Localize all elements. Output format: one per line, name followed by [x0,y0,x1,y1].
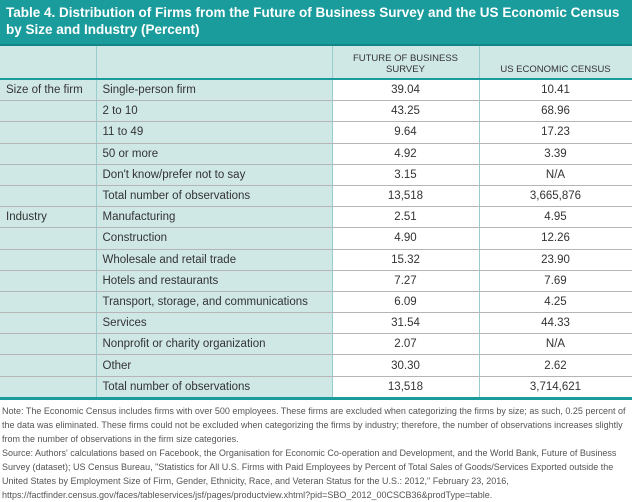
future-of-business-value: 2.07 [332,333,480,356]
table-row: Size of the firm Single-person firm 39.04 1… [0,79,632,102]
category-cell: Nonprofit or charity organization [96,333,333,356]
header-future-of-business: FUTURE OF BUSINESS SURVEY [332,46,480,80]
census-value: 68.96 [479,100,632,123]
table-row: Other 30.30 2.62 [0,354,632,377]
table-row: Total number of observations 13,518 3,665,… [0,185,632,208]
census-value: 7.69 [479,270,632,292]
table-row: Transport, storage, and communications 6.… [0,291,632,314]
future-of-business-value: 15.32 [332,249,480,271]
group-cell [0,291,97,314]
census-value: 4.95 [479,206,632,229]
category-cell: Single-person firm [96,79,333,102]
census-value: 17.23 [479,121,632,144]
group-cell [0,227,97,250]
table-row: Don't know/prefer not to say 3.15 N/A [0,164,632,186]
future-of-business-value: 13,518 [332,185,480,208]
category-cell: Wholesale and retail trade [96,249,333,271]
group-cell [0,143,97,165]
census-value: 3.39 [479,143,632,165]
category-cell: Hotels and restaurants [96,270,333,292]
header-us-economic-census: US ECONOMIC CENSUS [479,46,632,80]
census-value: 44.33 [479,312,632,335]
category-cell: Don't know/prefer not to say [96,164,333,186]
header-cell [0,46,97,80]
group-cell [0,164,97,186]
census-value: 3,665,876 [479,185,632,208]
header-cell [96,46,333,80]
category-cell: 11 to 49 [96,121,333,144]
category-cell: Manufacturing [96,206,333,229]
category-cell: Total number of observations [96,376,333,400]
group-cell: Industry [0,206,97,229]
census-value: 12.26 [479,227,632,250]
notes: Note: The Economic Census includes firms… [0,400,632,502]
future-of-business-value: 3.15 [332,164,480,186]
table-row: 50 or more 4.92 3.39 [0,143,632,165]
census-value: 2.62 [479,354,632,377]
table-row: 11 to 49 9.64 17.23 [0,121,632,144]
category-cell: 50 or more [96,143,333,165]
future-of-business-value: 4.90 [332,227,480,250]
category-cell: Services [96,312,333,335]
table-row: Nonprofit or charity organization 2.07 N/A [0,333,632,356]
census-value: 4.25 [479,291,632,314]
future-of-business-value: 30.30 [332,354,480,377]
future-of-business-value: 31.54 [332,312,480,335]
census-value: N/A [479,164,632,186]
future-of-business-value: 43.25 [332,100,480,123]
group-cell [0,270,97,292]
category-cell: Total number of observations [96,185,333,208]
census-value: N/A [479,333,632,356]
census-value: 23.90 [479,249,632,271]
table-row: Services 31.54 44.33 [0,312,632,335]
category-cell: Other [96,354,333,377]
table-row: 2 to 10 43.25 68.96 [0,100,632,123]
note-text: Note: The Economic Census includes firms… [2,405,626,444]
future-of-business-value: 9.64 [332,121,480,144]
group-cell [0,249,97,271]
data-table: FUTURE OF BUSINESS SURVEY US ECONOMIC CE… [0,46,632,400]
group-cell [0,121,97,144]
group-cell [0,333,97,356]
group-cell [0,354,97,377]
header-row: FUTURE OF BUSINESS SURVEY US ECONOMIC CE… [0,46,632,80]
future-of-business-value: 39.04 [332,79,480,102]
census-value: 3,714,621 [479,376,632,400]
group-cell [0,100,97,123]
source-text: Source: Authors' calculations based on F… [2,447,617,500]
group-cell [0,376,97,400]
future-of-business-value: 2.51 [332,206,480,229]
table-row: Total number of observations 13,518 3,714,… [0,376,632,400]
group-cell [0,312,97,335]
category-cell: Transport, storage, and communications [96,291,333,314]
future-of-business-value: 13,518 [332,376,480,400]
table-row: Hotels and restaurants 7.27 7.69 [0,270,632,292]
group-cell [0,185,97,208]
future-of-business-value: 7.27 [332,270,480,292]
table-row: Wholesale and retail trade 15.32 23.90 [0,249,632,271]
table-row: Industry Manufacturing 2.51 4.95 [0,206,632,229]
group-cell: Size of the firm [0,79,97,102]
future-of-business-value: 6.09 [332,291,480,314]
census-value: 10.41 [479,79,632,102]
category-cell: 2 to 10 [96,100,333,123]
category-cell: Construction [96,227,333,250]
future-of-business-value: 4.92 [332,143,480,165]
table-row: Construction 4.90 12.26 [0,227,632,250]
table-title: Table 4. Distribution of Firms from the … [0,0,632,46]
